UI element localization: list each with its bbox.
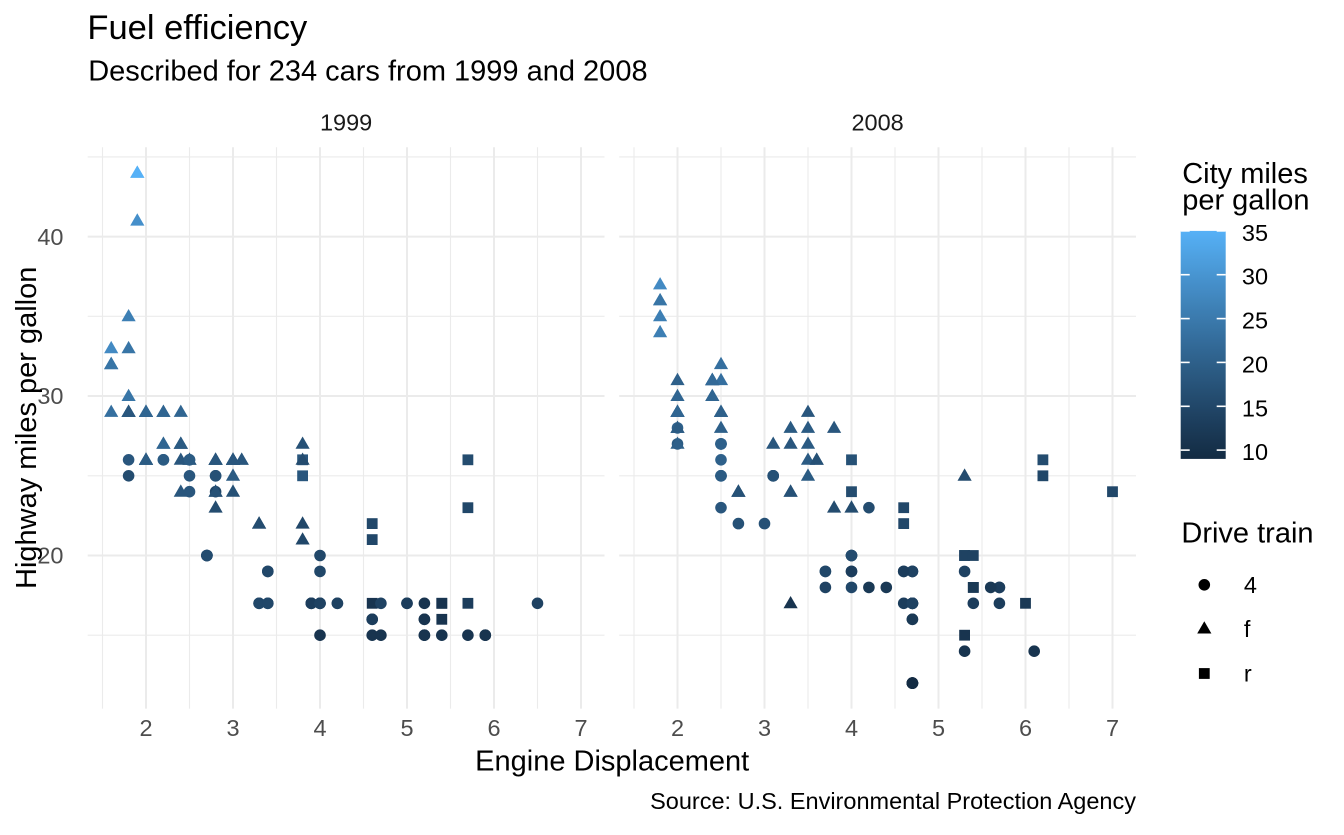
svg-text:f: f — [1244, 616, 1251, 642]
svg-text:4: 4 — [845, 715, 858, 741]
svg-text:10: 10 — [1242, 439, 1268, 465]
svg-text:Drive train: Drive train — [1181, 518, 1313, 550]
svg-text:25: 25 — [1242, 308, 1268, 334]
svg-text:2: 2 — [671, 715, 684, 741]
svg-text:20: 20 — [1242, 351, 1268, 377]
svg-text:30: 30 — [1242, 264, 1268, 290]
svg-text:City miles: City miles — [1182, 158, 1308, 190]
svg-text:7: 7 — [1106, 715, 1119, 741]
svg-text:Fuel efficiency: Fuel efficiency — [87, 9, 308, 47]
svg-text:5: 5 — [400, 715, 413, 741]
svg-text:Engine Displacement: Engine Displacement — [475, 746, 749, 778]
svg-text:6: 6 — [487, 715, 500, 741]
svg-text:Highway miles per gallon: Highway miles per gallon — [11, 267, 43, 589]
svg-text:15: 15 — [1242, 395, 1268, 421]
svg-text:4: 4 — [313, 715, 326, 741]
svg-text:3: 3 — [226, 715, 239, 741]
svg-text:r: r — [1244, 661, 1252, 687]
svg-text:7: 7 — [574, 715, 587, 741]
svg-text:2008: 2008 — [851, 110, 903, 136]
svg-text:Described for 234 cars from 19: Described for 234 cars from 1999 and 200… — [88, 55, 647, 87]
svg-text:30: 30 — [37, 383, 63, 409]
svg-text:20: 20 — [37, 543, 63, 569]
svg-text:4: 4 — [1244, 572, 1257, 598]
svg-text:5: 5 — [932, 715, 945, 741]
svg-text:40: 40 — [37, 224, 63, 250]
svg-text:6: 6 — [1019, 715, 1032, 741]
svg-text:3: 3 — [758, 715, 771, 741]
svg-text:2: 2 — [139, 715, 152, 741]
svg-text:1999: 1999 — [320, 110, 372, 136]
svg-text:per gallon: per gallon — [1182, 185, 1309, 217]
svg-text:Source: U.S. Environmental Pro: Source: U.S. Environmental Protection Ag… — [650, 788, 1136, 814]
svg-text:35: 35 — [1242, 220, 1268, 246]
